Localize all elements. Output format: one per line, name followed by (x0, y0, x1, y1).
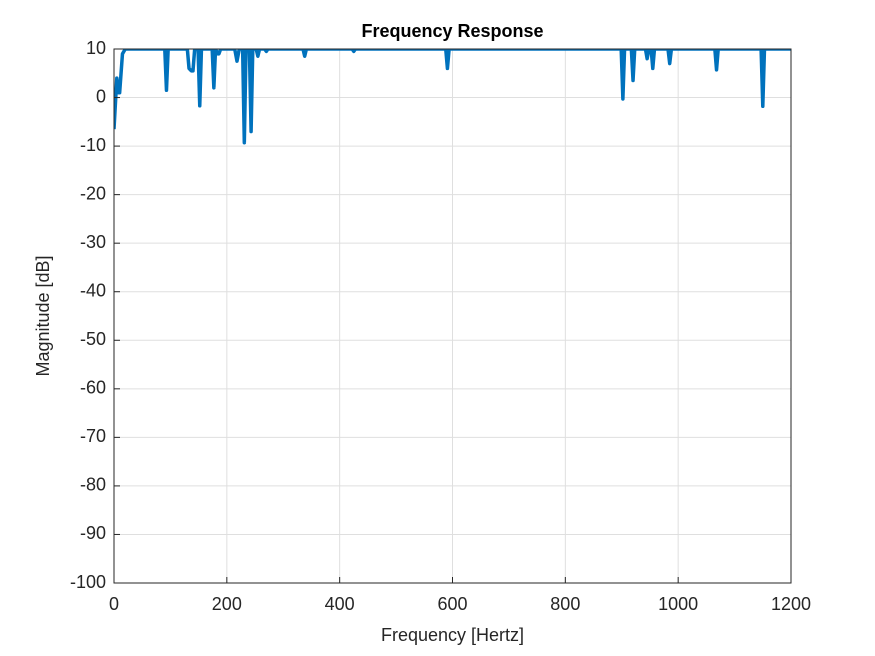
y-tick-label: -10 (80, 135, 106, 155)
y-tick-label: -70 (80, 426, 106, 446)
y-tick-label: -60 (80, 378, 106, 398)
x-tick-label: 400 (325, 594, 355, 614)
y-tick-label: -20 (80, 183, 106, 203)
x-tick-label: 600 (437, 594, 467, 614)
y-tick-label: 0 (96, 86, 106, 106)
lines (114, 49, 791, 145)
y-tick-label: -80 (80, 475, 106, 495)
y-tick-label: -100 (70, 572, 106, 592)
y-tick-label: -50 (80, 329, 106, 349)
x-tick-label: 0 (109, 594, 119, 614)
x-tick-label: 200 (212, 594, 242, 614)
chart-title: Frequency Response (361, 21, 543, 41)
y-axis-label: Magnitude [dB] (33, 255, 53, 376)
x-axis-label: Frequency [Hertz] (381, 625, 524, 645)
y-tick-label: -40 (80, 280, 106, 300)
x-tick-label: 1200 (771, 594, 811, 614)
x-tick-label: 800 (550, 594, 580, 614)
y-tick-label: -90 (80, 523, 106, 543)
line-series (114, 49, 791, 145)
y-tick-label: -30 (80, 232, 106, 252)
x-tick-label: 1000 (658, 594, 698, 614)
y-tick-label: 10 (86, 38, 106, 58)
